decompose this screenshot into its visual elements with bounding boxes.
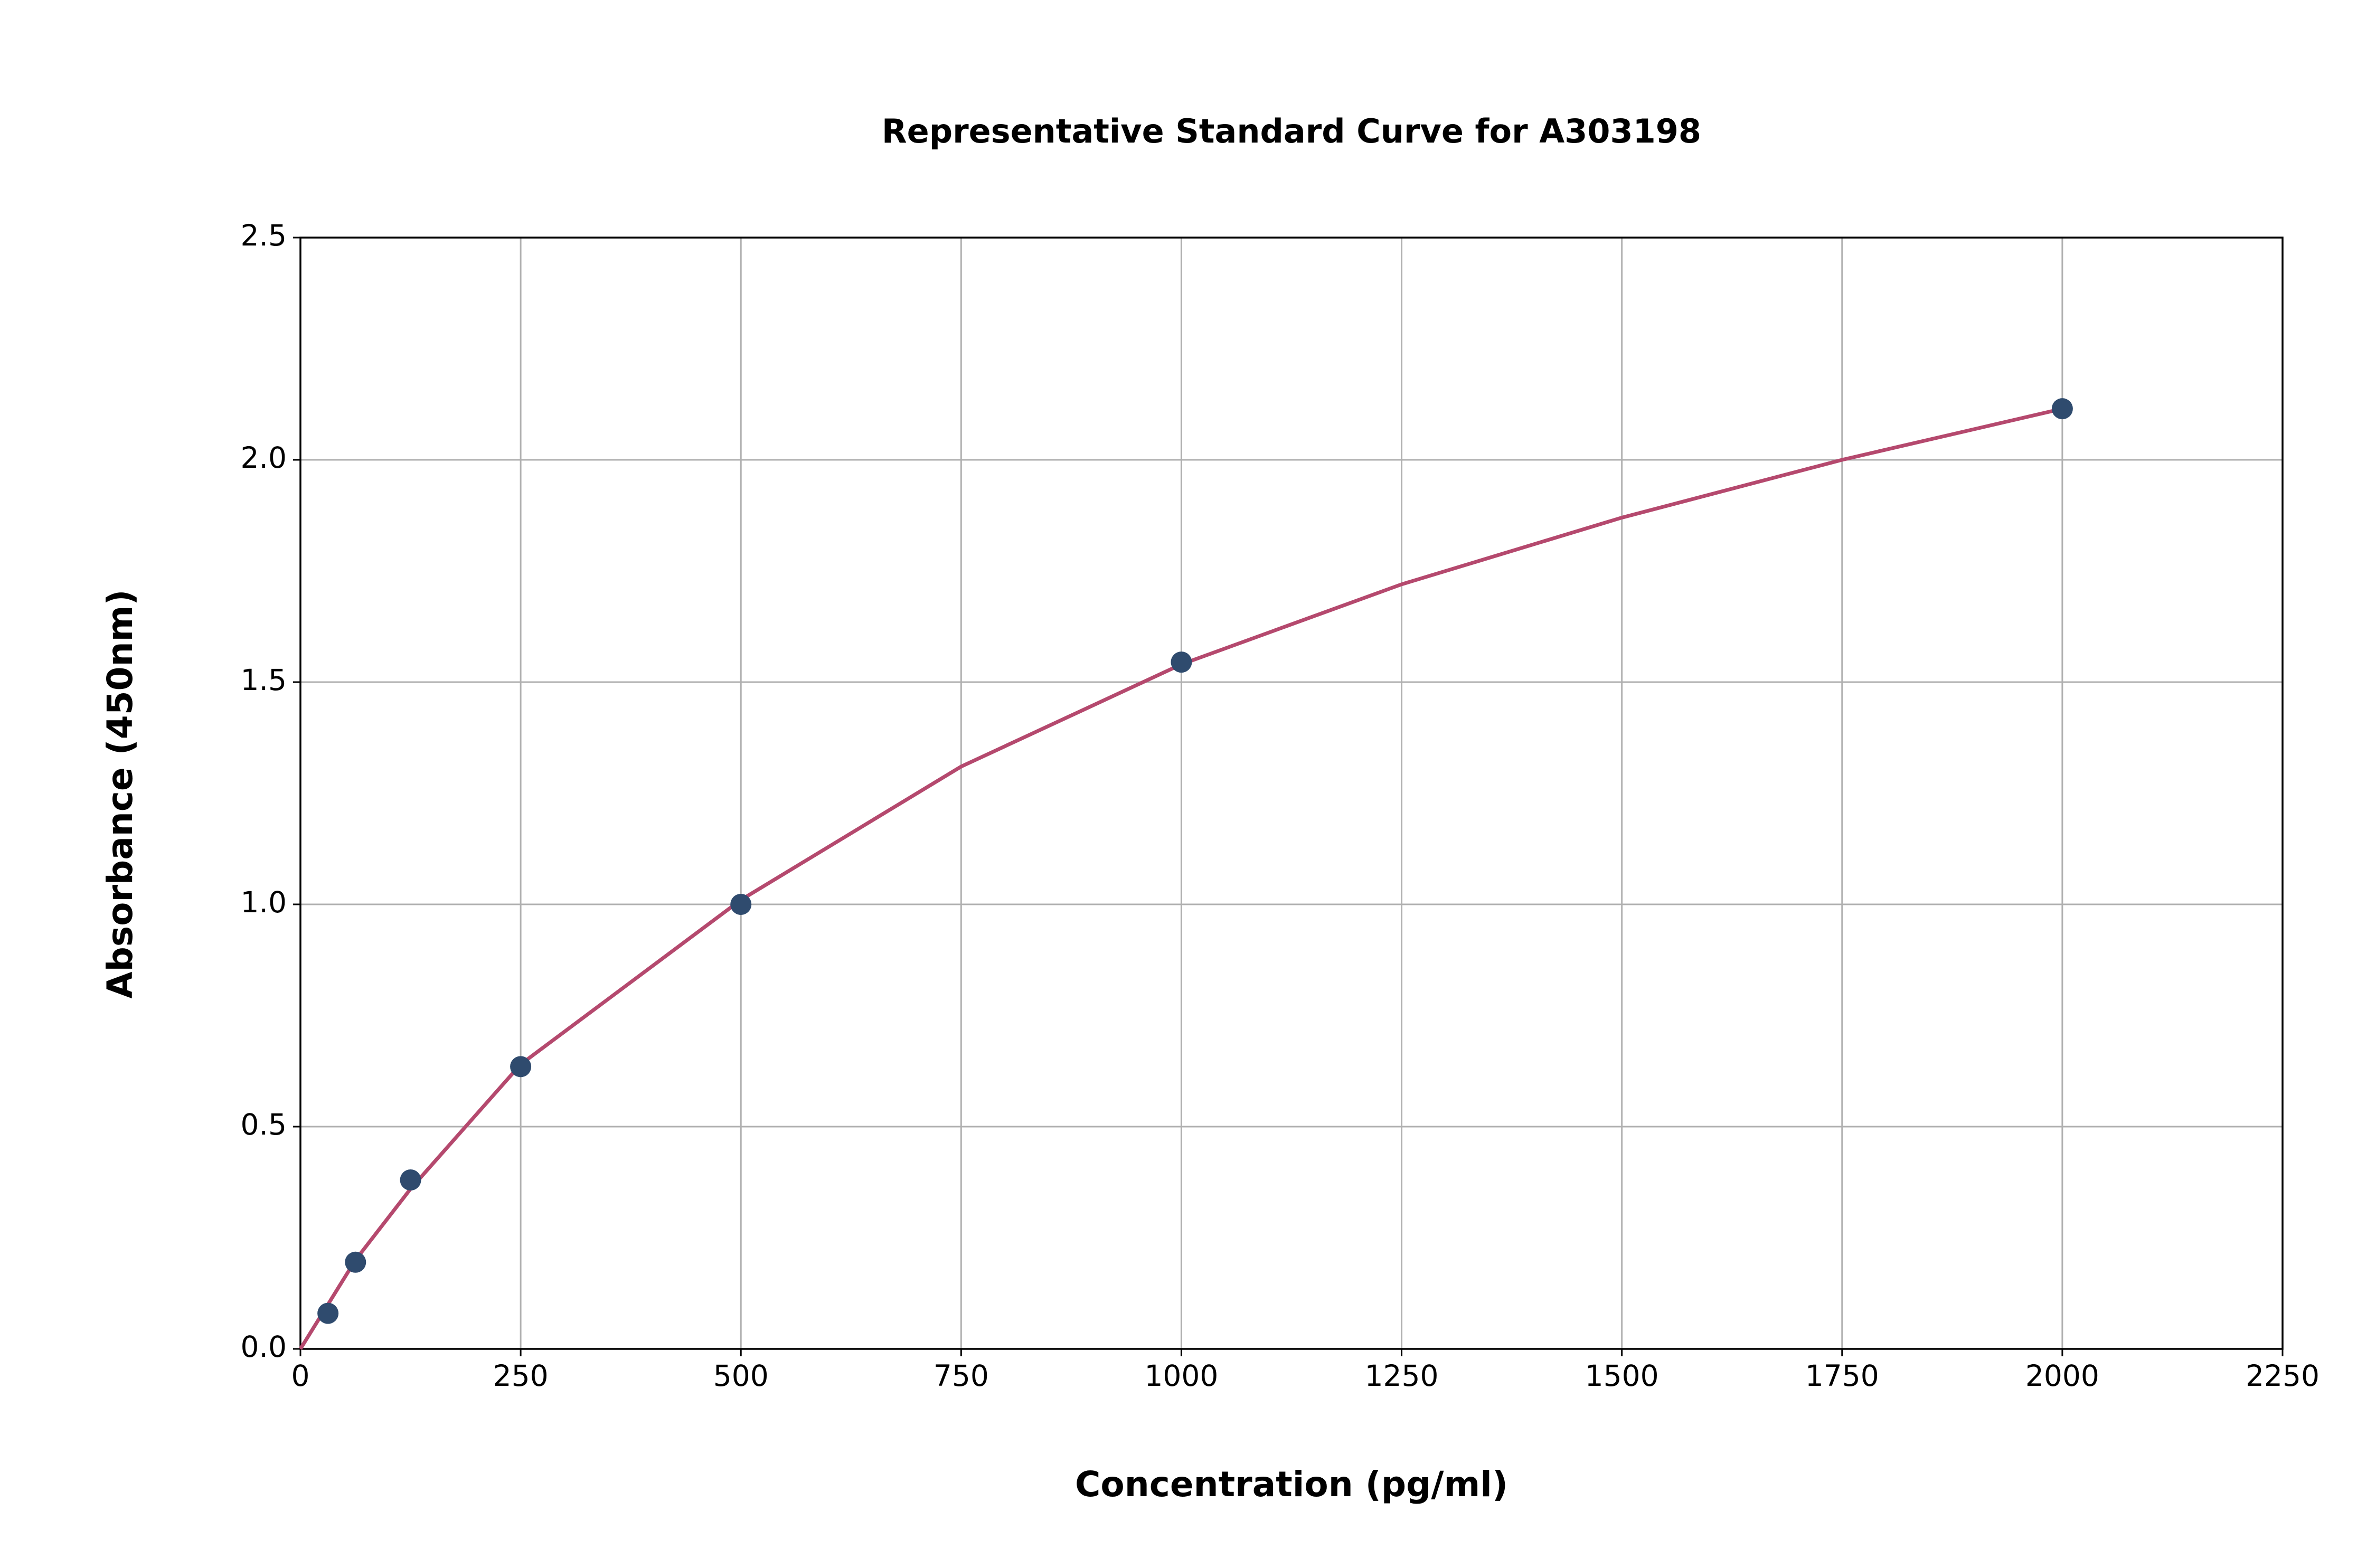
data-point — [345, 1251, 366, 1273]
x-tick-label: 1750 — [1805, 1359, 1879, 1393]
data-point — [317, 1302, 339, 1324]
data-point — [400, 1169, 421, 1191]
y-tick-label: 0.0 — [241, 1330, 287, 1364]
chart-title: Representative Standard Curve for A30319… — [882, 112, 1701, 150]
x-tick-label: 750 — [934, 1359, 989, 1393]
x-tick-label: 0 — [291, 1359, 310, 1393]
y-tick-label: 1.0 — [241, 885, 287, 919]
x-tick-label: 500 — [713, 1359, 769, 1393]
x-tick-label: 1500 — [1585, 1359, 1659, 1393]
y-tick-label: 2.5 — [241, 219, 287, 252]
x-tick-label: 2000 — [2025, 1359, 2099, 1393]
data-point — [730, 894, 752, 915]
x-tick-label: 1000 — [1144, 1359, 1218, 1393]
x-tick-label: 1250 — [1365, 1359, 1439, 1393]
x-axis-label: Concentration (pg/ml) — [1075, 1464, 1508, 1505]
x-tick-label: 2250 — [2246, 1359, 2320, 1393]
data-point — [510, 1056, 532, 1078]
plot-frame — [299, 237, 2284, 1350]
x-tick-label: 250 — [493, 1359, 549, 1393]
data-point — [2051, 398, 2073, 420]
y-tick-label: 2.0 — [241, 441, 287, 475]
y-tick-label: 0.5 — [241, 1108, 287, 1141]
data-point — [1171, 651, 1192, 673]
y-tick-label: 1.5 — [241, 663, 287, 697]
y-axis-label: Absorbance (450nm) — [100, 590, 140, 999]
